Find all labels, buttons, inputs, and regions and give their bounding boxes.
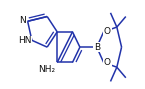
Text: B: B [94,43,100,52]
Text: HN: HN [18,36,32,45]
Text: N: N [19,16,26,25]
Text: O: O [104,58,111,67]
Text: NH₂: NH₂ [39,65,56,74]
Text: O: O [104,27,111,36]
